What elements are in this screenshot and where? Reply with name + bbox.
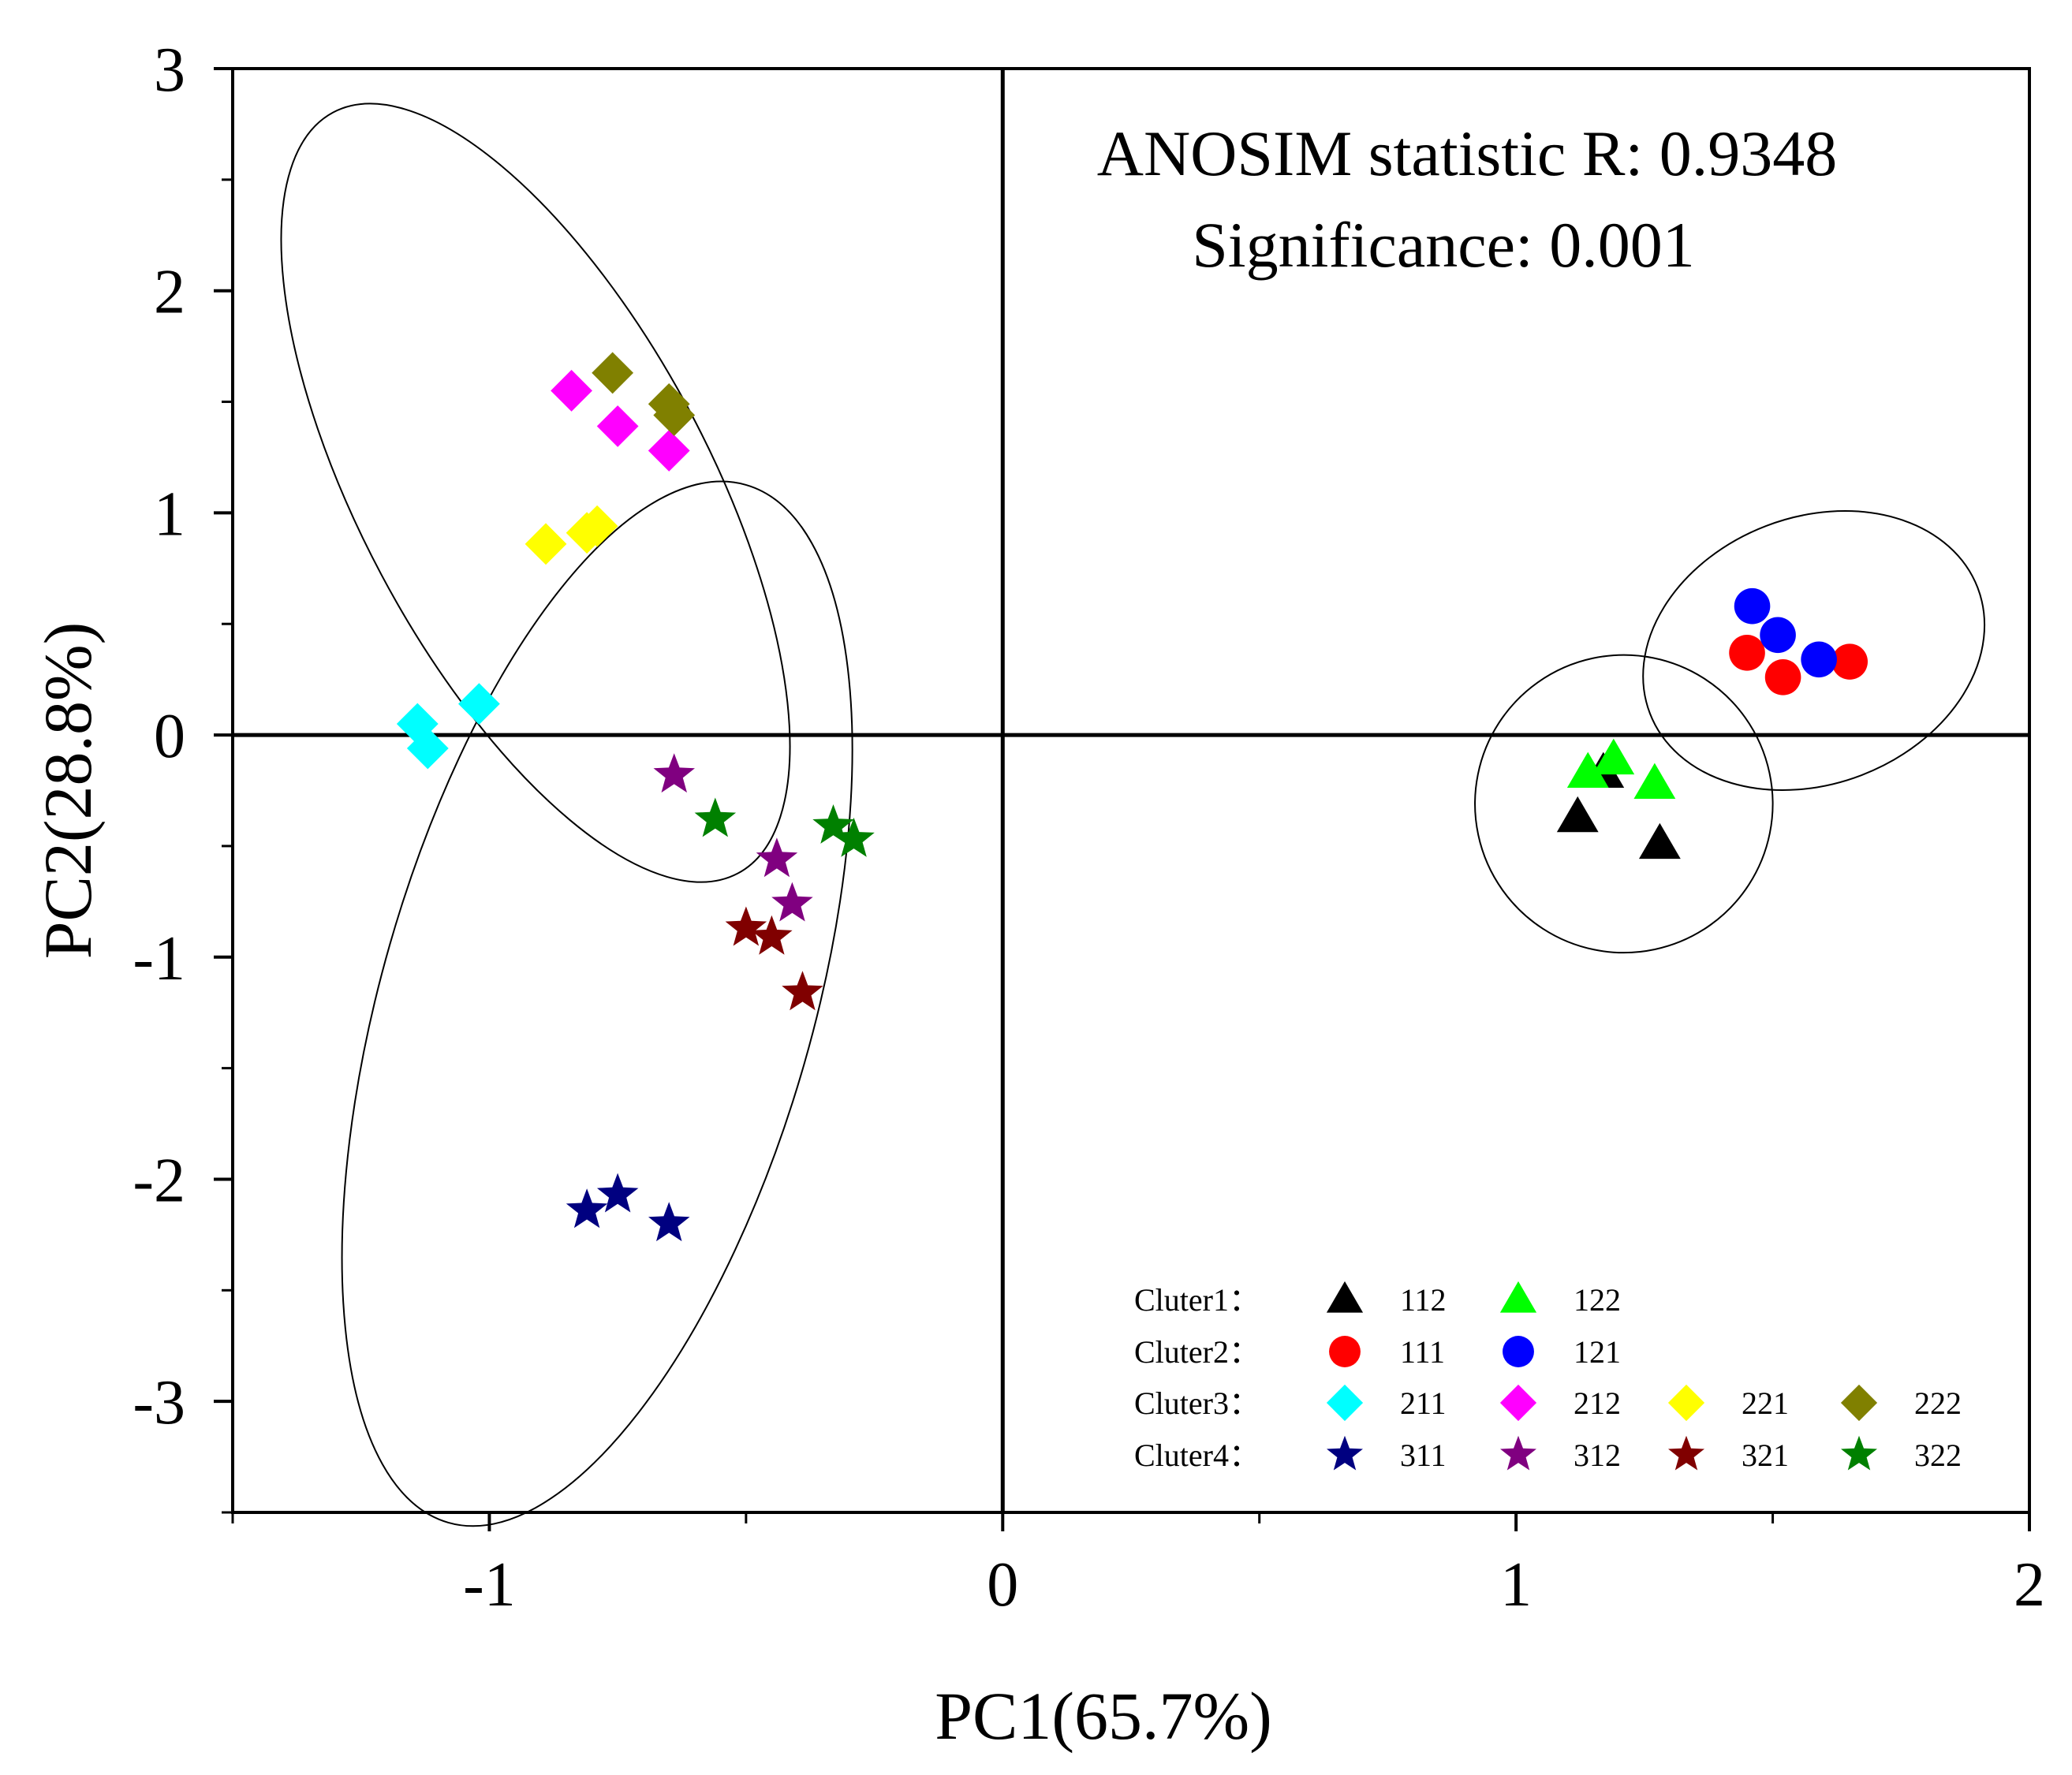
point-211: [458, 683, 500, 725]
point-311: [648, 1202, 690, 1242]
cluster-ellipse-3: [1474, 654, 1774, 954]
legend-marker-221: [1667, 1384, 1705, 1422]
point-312: [653, 753, 695, 793]
cluster-ellipse-2: [341, 480, 853, 1527]
legend-group-label: Cluter3：: [1134, 1385, 1260, 1421]
x-tick-label: 0: [987, 1550, 1018, 1620]
legend-series-label: 311: [1400, 1438, 1447, 1473]
y-tick-label: 2: [154, 258, 185, 327]
axis-ticks: -1 0 1 2 -3 -2 -1 0 1 2 3: [133, 35, 2045, 1620]
y-tick-label: -3: [133, 1368, 185, 1438]
x-tick-label: 2: [2014, 1550, 2045, 1620]
y-tick-label: 0: [154, 702, 185, 771]
legend-marker-112: [1326, 1281, 1364, 1313]
legend-series-label: 221: [1742, 1385, 1789, 1421]
legend-series-label: 112: [1400, 1282, 1447, 1318]
point-211: [406, 727, 449, 770]
legend-marker-222: [1840, 1384, 1878, 1422]
legend-series-label: 312: [1574, 1438, 1621, 1473]
x-tick-label: -1: [463, 1550, 516, 1620]
cluster-ellipse-4: [1642, 510, 1986, 792]
point-321: [751, 915, 793, 955]
point-322: [694, 797, 737, 837]
point-122: [1566, 751, 1609, 788]
legend-group-label: Cluter1：: [1134, 1282, 1260, 1318]
legend: Cluter1： 112 122 Cluter2： 111 121 Cluter3： 211 2…: [1134, 1281, 1962, 1473]
plot-border: [231, 67, 2031, 1514]
point-112: [1638, 822, 1681, 860]
point-221: [576, 505, 618, 547]
legend-series-label: 111: [1400, 1334, 1445, 1370]
y-tick-label: 1: [154, 479, 185, 549]
plot-frame: [231, 67, 2031, 1514]
y-tick-label: -2: [133, 1146, 185, 1215]
legend-series-label: 212: [1574, 1385, 1621, 1421]
data-points: [396, 352, 1868, 1242]
legend-series-label: 322: [1914, 1438, 1962, 1473]
legend-marker-312: [1500, 1435, 1536, 1471]
legend-series-label: 122: [1574, 1282, 1621, 1318]
point-111: [1831, 643, 1868, 680]
legend-group-label: Cluter4：: [1134, 1438, 1260, 1473]
cluster-ellipse-1: [280, 103, 791, 883]
point-212: [648, 430, 690, 472]
point-212: [596, 405, 639, 447]
reference-lines: [233, 69, 2029, 1512]
point-121: [1801, 641, 1837, 678]
point-321: [782, 971, 823, 1011]
legend-marker-121: [1503, 1336, 1534, 1367]
point-321: [725, 906, 767, 946]
point-222: [653, 394, 696, 436]
legend-marker-311: [1327, 1435, 1363, 1471]
legend-marker-211: [1326, 1384, 1364, 1422]
legend-marker-322: [1841, 1435, 1877, 1471]
point-121: [1760, 617, 1796, 654]
axis-labels: PC1(65.7%) PC2(28.8%): [30, 622, 1272, 1754]
legend-marker-212: [1499, 1384, 1537, 1422]
x-tick-label: 1: [1500, 1550, 1532, 1620]
point-312: [756, 837, 798, 878]
legend-group-label: Cluter2：: [1134, 1334, 1260, 1370]
point-212: [551, 370, 592, 412]
point-111: [1764, 659, 1801, 695]
anosim-statistic-text: ANOSIM statistic R: 0.9348: [1097, 117, 1837, 189]
point-322: [812, 804, 854, 844]
point-322: [833, 817, 875, 857]
legend-series-label: 211: [1400, 1385, 1447, 1421]
legend-marker-122: [1499, 1281, 1537, 1313]
point-122: [1633, 763, 1676, 800]
cluster-ellipses: [280, 103, 1986, 1527]
legend-series-label: 222: [1914, 1385, 1962, 1421]
x-axis-label: PC1(65.7%): [935, 1678, 1272, 1754]
point-311: [596, 1173, 639, 1213]
legend-series-label: 321: [1742, 1438, 1789, 1473]
point-311: [566, 1188, 608, 1229]
y-axis-label: PC2(28.8%): [30, 622, 106, 960]
legend-marker-321: [1668, 1435, 1704, 1471]
point-112: [1556, 796, 1599, 833]
legend-series-label: 121: [1574, 1334, 1621, 1370]
point-221: [525, 523, 567, 565]
point-222: [592, 352, 634, 394]
y-tick-label: 3: [154, 35, 185, 105]
y-tick-label: -1: [133, 924, 185, 994]
point-312: [771, 882, 813, 922]
point-122: [1592, 738, 1635, 775]
point-121: [1734, 587, 1771, 625]
point-111: [1729, 635, 1765, 671]
legend-marker-111: [1329, 1336, 1361, 1367]
annotations: ANOSIM statistic R: 0.9348 Significance: …: [1097, 117, 1837, 281]
significance-text: Significance: 0.001: [1192, 209, 1695, 281]
